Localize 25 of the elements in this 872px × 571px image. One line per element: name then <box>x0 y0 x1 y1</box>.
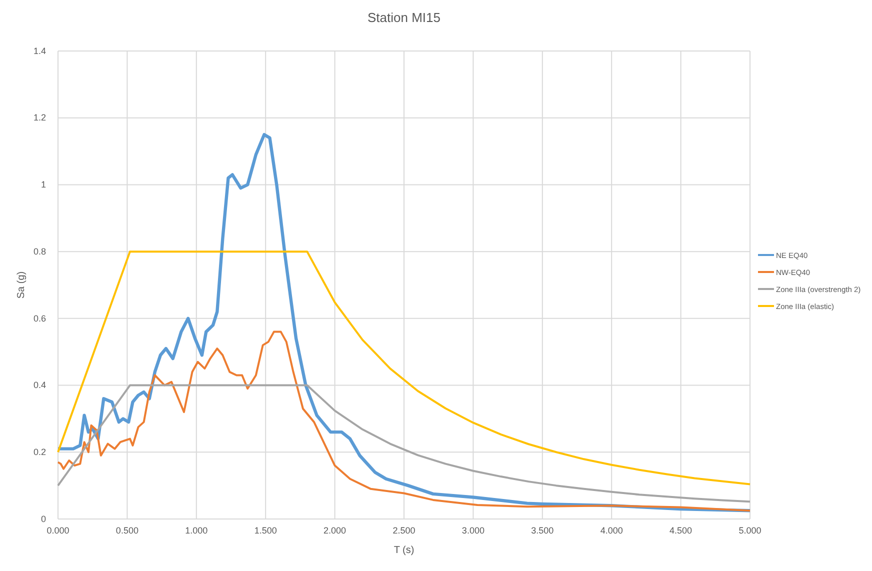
y-tick-label: 0.8 <box>33 246 46 256</box>
x-axis-title: T (s) <box>394 545 414 556</box>
line-series <box>57 250 751 486</box>
y-tick-label: 0.2 <box>33 447 46 458</box>
x-tick-label: 1.000 <box>185 525 208 536</box>
y-tick-label: 1.2 <box>33 112 46 123</box>
x-tick-label: 3.000 <box>462 525 484 536</box>
x-tick-label: 2.000 <box>324 525 346 536</box>
x-tick-label: 0.500 <box>116 525 138 536</box>
x-tick-label: 4.500 <box>670 525 692 536</box>
line-series <box>57 384 751 503</box>
y-tick-label: 0 <box>40 514 46 524</box>
y-tick-label: 1 <box>40 180 46 190</box>
x-tick-label: 4.000 <box>600 525 623 536</box>
y-tick-label: 0.6 <box>33 313 46 324</box>
y-tick-label: 1.4 <box>33 46 46 56</box>
y-tick-label: 0.4 <box>33 380 46 390</box>
y-axis-title: Sa (g) <box>16 271 27 299</box>
x-tick-label: 5.000 <box>738 525 762 536</box>
x-tick-label: 0.000 <box>46 525 70 536</box>
line-series <box>57 330 751 512</box>
x-tick-label: 1.500 <box>254 525 277 536</box>
x-tick-label: 3.500 <box>531 525 554 536</box>
x-tick-label: 2.500 <box>392 525 416 536</box>
chart-title: Station MI15 <box>368 10 440 25</box>
